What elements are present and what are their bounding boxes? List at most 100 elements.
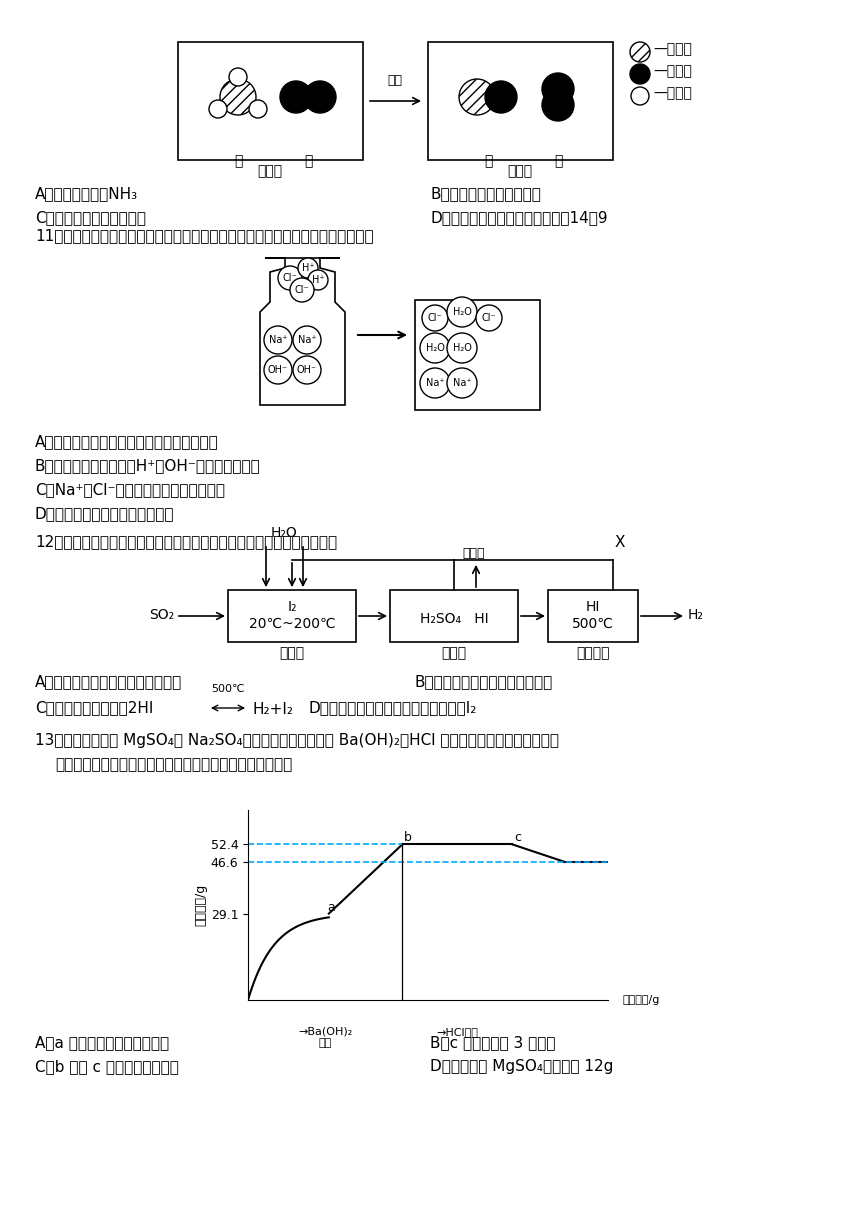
- Text: 11．氢氧化钠溶液与稀盐酸恰好完全反应的微观示意图如下。下列说法不正确的是: 11．氢氧化钠溶液与稀盐酸恰好完全反应的微观示意图如下。下列说法不正确的是: [35, 229, 373, 243]
- Text: A．甲的化学式为NH₃: A．甲的化学式为NH₃: [35, 186, 138, 201]
- Text: b: b: [404, 832, 412, 844]
- Text: C．该反应类型为置换反应: C．该反应类型为置换反应: [35, 210, 146, 225]
- Text: B．分离器中分离出的副品是硫酸: B．分离器中分离出的副品是硫酸: [415, 674, 553, 689]
- Text: Cl⁻: Cl⁻: [283, 274, 298, 283]
- Text: 质量与加入溶液的质量关系如图所示，下列说法不正确的是: 质量与加入溶液的质量关系如图所示，下列说法不正确的是: [55, 758, 292, 772]
- Text: H⁺: H⁺: [311, 275, 324, 285]
- Text: —氧原子: —氧原子: [653, 64, 692, 78]
- Text: D．反应生成的丙与丁的质量比为14：9: D．反应生成的丙与丁的质量比为14：9: [430, 210, 608, 225]
- Circle shape: [293, 326, 321, 354]
- Text: A．a 点产生的沉淀有两种成分: A．a 点产生的沉淀有两种成分: [35, 1035, 169, 1049]
- Circle shape: [630, 43, 650, 62]
- Text: H₂O: H₂O: [452, 343, 471, 353]
- Text: H₂O: H₂O: [426, 343, 445, 353]
- Text: D．原溶液中 MgSO₄的质量为 12g: D．原溶液中 MgSO₄的质量为 12g: [430, 1059, 613, 1074]
- Text: 加入溶液/g: 加入溶液/g: [623, 995, 660, 1004]
- Bar: [428, 43, 613, 161]
- Circle shape: [308, 270, 328, 289]
- Circle shape: [459, 79, 495, 116]
- Circle shape: [220, 79, 256, 116]
- Text: C．Na⁺和Cl⁻在该反应过程中没有被消耗: C．Na⁺和Cl⁻在该反应过程中没有被消耗: [35, 482, 225, 497]
- Text: 点燃: 点燃: [388, 74, 402, 88]
- Text: HI: HI: [586, 599, 600, 614]
- Bar: [178, 43, 363, 161]
- Text: 分离器: 分离器: [441, 646, 467, 660]
- Circle shape: [304, 81, 336, 113]
- Circle shape: [447, 368, 477, 398]
- Circle shape: [447, 333, 477, 364]
- Text: 反应器: 反应器: [280, 646, 304, 660]
- Text: H₂O: H₂O: [271, 527, 298, 540]
- Circle shape: [447, 297, 477, 327]
- Circle shape: [293, 356, 321, 384]
- Text: H⁺: H⁺: [302, 263, 314, 274]
- Circle shape: [485, 81, 517, 113]
- Circle shape: [542, 73, 574, 105]
- Text: →Ba(OH)₂
溶液: →Ba(OH)₂ 溶液: [298, 1026, 353, 1048]
- Circle shape: [209, 100, 227, 118]
- Text: H₂SO₄   HI: H₂SO₄ HI: [420, 612, 488, 626]
- Circle shape: [264, 326, 292, 354]
- Text: Na⁺: Na⁺: [426, 378, 445, 388]
- Text: Na⁺: Na⁺: [268, 334, 287, 345]
- Text: Cl⁻: Cl⁻: [427, 313, 442, 323]
- Circle shape: [476, 305, 502, 331]
- Circle shape: [420, 333, 450, 364]
- Text: B．该反应的微观实质是H⁺和OH⁻结合生成水分子: B．该反应的微观实质是H⁺和OH⁻结合生成水分子: [35, 458, 261, 473]
- Text: C．b 点到 c 点发生了两个反应: C．b 点到 c 点发生了两个反应: [35, 1059, 179, 1074]
- Text: →HCl溶液: →HCl溶液: [437, 1026, 478, 1037]
- Text: C．膜反应器中反应为2HI: C．膜反应器中反应为2HI: [35, 700, 153, 715]
- Circle shape: [630, 64, 650, 84]
- Text: c: c: [514, 832, 521, 844]
- Text: 反应后: 反应后: [507, 164, 532, 178]
- Text: 甲: 甲: [234, 154, 243, 168]
- Text: B．反应前后原子种类不变: B．反应前后原子种类不变: [430, 186, 541, 201]
- Text: X: X: [615, 535, 625, 550]
- Text: Na⁺: Na⁺: [452, 378, 471, 388]
- Text: a: a: [327, 901, 335, 913]
- Text: 乙: 乙: [304, 154, 312, 168]
- Circle shape: [420, 368, 450, 398]
- Text: B．c 点溶液中有 3 种溶质: B．c 点溶液中有 3 种溶质: [430, 1035, 556, 1049]
- Text: D．恰好完全反应时，溶液呈中性: D．恰好完全反应时，溶液呈中性: [35, 506, 175, 520]
- Circle shape: [631, 88, 649, 105]
- Circle shape: [298, 258, 318, 278]
- Text: OH⁻: OH⁻: [297, 365, 317, 375]
- Circle shape: [422, 305, 448, 331]
- Bar: [228, 590, 356, 642]
- Circle shape: [542, 89, 574, 122]
- Text: H₂O: H₂O: [452, 306, 471, 317]
- Text: Cl⁻: Cl⁻: [295, 285, 310, 295]
- Text: 12．工业上可用二氧化硫制取氢气，流程如下图。下列有关说法错误的是: 12．工业上可用二氧化硫制取氢气，流程如下图。下列有关说法错误的是: [35, 534, 337, 548]
- Text: I₂: I₂: [287, 599, 297, 614]
- Text: 膜反应器: 膜反应器: [576, 646, 610, 660]
- Text: —氢原子: —氢原子: [653, 86, 692, 100]
- Circle shape: [280, 81, 312, 113]
- Y-axis label: 沉淀质量/g: 沉淀质量/g: [194, 884, 208, 927]
- Text: 副产品: 副产品: [463, 547, 485, 561]
- Circle shape: [249, 100, 267, 118]
- Circle shape: [264, 356, 292, 384]
- Circle shape: [278, 266, 302, 289]
- Text: Cl⁻: Cl⁻: [482, 313, 496, 323]
- Circle shape: [229, 68, 247, 86]
- Text: H₂: H₂: [688, 608, 703, 623]
- Text: OH⁻: OH⁻: [268, 365, 288, 375]
- Text: Na⁺: Na⁺: [298, 334, 316, 345]
- Text: 13．向一定质量的 MgSO₄和 Na₂SO₄的混合溶液中依次滴加 Ba(OH)₂、HCl 溶液，反应过程中产生沉淀的: 13．向一定质量的 MgSO₄和 Na₂SO₄的混合溶液中依次滴加 Ba(OH)…: [35, 733, 559, 748]
- Text: —氮原子: —氮原子: [653, 43, 692, 56]
- Bar: [390, 590, 518, 642]
- Text: SO₂: SO₂: [149, 608, 174, 623]
- Bar: [548, 590, 638, 642]
- Circle shape: [290, 278, 314, 302]
- Text: 反应前: 反应前: [257, 164, 283, 178]
- Text: A．盐酸中存在的微粒有水分子和氯化氢分子: A．盐酸中存在的微粒有水分子和氯化氢分子: [35, 434, 218, 449]
- Text: 500℃: 500℃: [572, 617, 614, 631]
- Text: 丁: 丁: [554, 154, 562, 168]
- Text: D．生产流程中能被循环利用的物质是I₂: D．生产流程中能被循环利用的物质是I₂: [308, 700, 476, 715]
- Text: 丙: 丙: [484, 154, 492, 168]
- Text: H₂+I₂: H₂+I₂: [252, 702, 293, 717]
- Text: 500℃: 500℃: [212, 683, 245, 694]
- Text: A．反应器中发生的反应为化合反应: A．反应器中发生的反应为化合反应: [35, 674, 182, 689]
- Text: 20℃~200℃: 20℃~200℃: [249, 617, 335, 631]
